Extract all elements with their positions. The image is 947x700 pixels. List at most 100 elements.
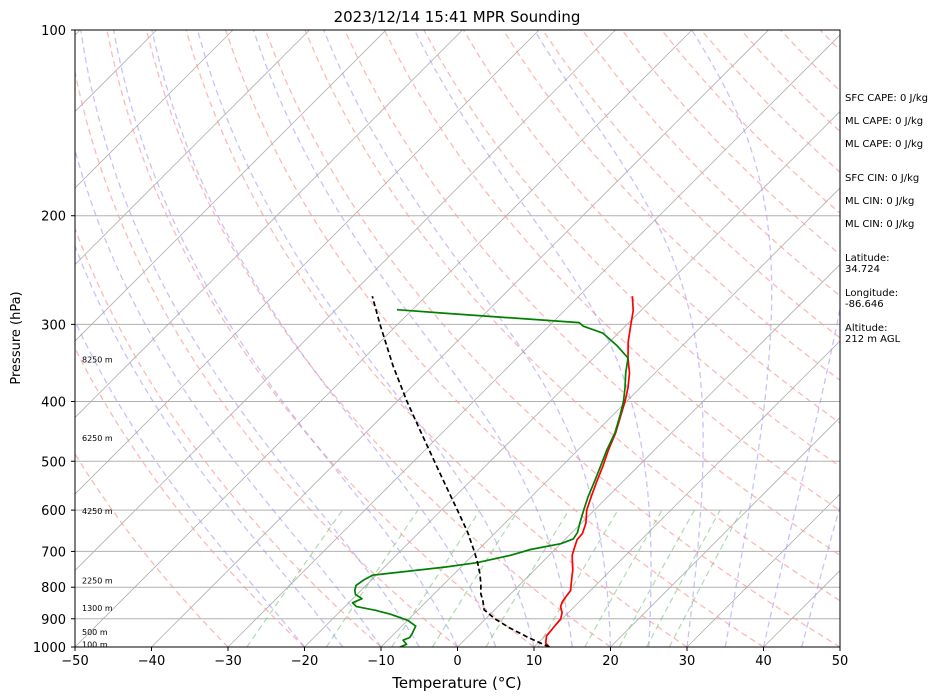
moist-adiabat-line	[252, 30, 573, 647]
mixing-ratio-line	[584, 509, 663, 647]
dry-adiabat-line	[185, 30, 688, 647]
isotherm-line	[151, 30, 769, 647]
latitude-label: Latitude:	[845, 253, 890, 264]
sfc-cin-text: SFC CIN: 0 J/kg	[845, 173, 920, 184]
mixing-ratio-line	[646, 509, 721, 647]
dry-adiabat-line	[264, 30, 840, 647]
ml-cape-text-2: ML CAPE: 0 J/kg	[845, 139, 924, 150]
isotherm-line	[304, 110, 840, 647]
dry-adiabat-line	[75, 69, 458, 647]
dry-adiabat-line	[423, 30, 840, 468]
mixing-ratio-line	[391, 509, 481, 647]
plot-area	[75, 30, 840, 647]
height-label: 6250 m	[82, 434, 113, 443]
moist-adiabat-line	[323, 30, 612, 647]
dry-adiabat-line	[75, 226, 382, 647]
y-tick-label: 800	[41, 581, 66, 596]
isotherm-line	[75, 30, 540, 495]
x-axis-ticks: −50 −40 −30 −20 −10 0 10 20 30 40 50	[61, 647, 848, 669]
height-label: 4250 m	[82, 507, 113, 516]
ml-cin-text-2: ML CIN: 0 J/kg	[845, 219, 915, 230]
dry-adiabat-line	[304, 30, 840, 602]
indices-panel: SFC CAPE: 0 J/kg ML CAPE: 0 J/kg ML CAPE…	[845, 0, 947, 700]
y-axis-ticks: 1000 900 800 700 600 500 400 300 200 100	[33, 24, 75, 656]
moist-adiabat-line	[691, 30, 773, 647]
y-tick-label: 400	[41, 395, 66, 410]
mixing-ratio-line	[537, 509, 619, 647]
height-label: 2250 m	[82, 576, 113, 585]
dry-adiabat-line	[344, 30, 840, 556]
longitude-label: Longitude:	[845, 288, 899, 299]
mixing-ratio-line	[618, 509, 696, 647]
moist-adiabat-line	[801, 504, 840, 647]
y-tick-label: 300	[41, 318, 66, 333]
x-tick-label: 30	[679, 654, 696, 669]
mixing-ratio-line	[668, 509, 743, 647]
altitude-value: 212 m AGL	[845, 334, 901, 345]
moist-adiabat-line	[75, 244, 344, 647]
isotherm-line	[533, 340, 840, 647]
sfc-cape-text: SFC CAPE: 0 J/kg	[845, 93, 928, 104]
isotherm-line	[75, 30, 693, 647]
height-label: 8250 m	[82, 355, 113, 364]
isotherm-line	[686, 493, 840, 647]
parcel-profile-line	[371, 295, 550, 647]
altitude-label: Altitude:	[845, 323, 888, 334]
moist-adiabat-line	[112, 30, 459, 647]
dewpoint-profile-line	[351, 308, 629, 647]
isotherm-line	[227, 34, 840, 647]
moist-adiabat-line	[151, 30, 497, 647]
x-tick-label: −50	[61, 654, 88, 669]
mixing-ratio-line	[431, 509, 519, 647]
mixing-ratio-line	[246, 509, 343, 647]
isotherm-line	[75, 30, 310, 266]
isotherm-line	[0, 30, 4, 647]
y-tick-label: 100	[41, 24, 66, 39]
y-tick-label: 700	[41, 545, 66, 560]
height-label: 100 m	[82, 640, 108, 649]
isotherm-line	[610, 416, 840, 647]
x-tick-label: 50	[832, 654, 849, 669]
moist-adiabat-line	[533, 30, 704, 647]
ml-cin-text: ML CIN: 0 J/kg	[845, 196, 915, 207]
background-lines	[0, 30, 840, 647]
x-tick-label: 0	[453, 654, 461, 669]
dry-adiabat-line	[75, 346, 305, 647]
y-tick-label: 900	[41, 613, 66, 628]
isotherm-line	[75, 30, 463, 419]
x-tick-label: −10	[367, 654, 394, 669]
height-label: 500 m	[82, 628, 108, 637]
height-labels: 100 m 500 m 1300 m 2250 m 4250 m 6250 m 8250 m	[82, 355, 113, 649]
ml-cape-text: ML CAPE: 0 J/kg	[845, 116, 924, 127]
x-tick-label: 40	[755, 654, 772, 669]
moist-adiabat-line	[196, 30, 535, 647]
x-tick-label: 10	[526, 654, 543, 669]
y-tick-label: 600	[41, 504, 66, 519]
x-tick-label: −20	[291, 654, 318, 669]
isotherm-line	[75, 30, 387, 342]
dry-adiabat-line	[106, 30, 535, 647]
x-tick-label: −30	[214, 654, 241, 669]
x-tick-label: −40	[138, 654, 165, 669]
moist-adiabat-line	[80, 30, 420, 647]
x-tick-label: 20	[602, 654, 619, 669]
dry-adiabat-line	[145, 30, 611, 647]
moist-adiabat-line	[413, 30, 652, 647]
isotherm-line	[380, 187, 840, 647]
moist-adiabat-line	[75, 147, 382, 647]
moist-adiabat-line	[762, 305, 840, 647]
chart-title: 2023/12/14 15:41 MPR Sounding	[334, 8, 581, 26]
y-tick-label: 200	[41, 210, 66, 225]
longitude-value: -86.646	[845, 299, 884, 310]
y-tick-label: 500	[41, 455, 66, 470]
y-axis-label: Pressure (hPa)	[9, 291, 24, 384]
mixing-ratio-line	[485, 509, 570, 647]
y-tick-label: 1000	[33, 641, 66, 656]
profile-lines	[351, 295, 635, 647]
latitude-value: 34.724	[845, 264, 880, 275]
height-label: 1300 m	[82, 604, 113, 613]
mixing-ratio-line	[325, 509, 419, 647]
isotherm-line	[75, 30, 616, 572]
isotherm-line	[75, 30, 234, 189]
